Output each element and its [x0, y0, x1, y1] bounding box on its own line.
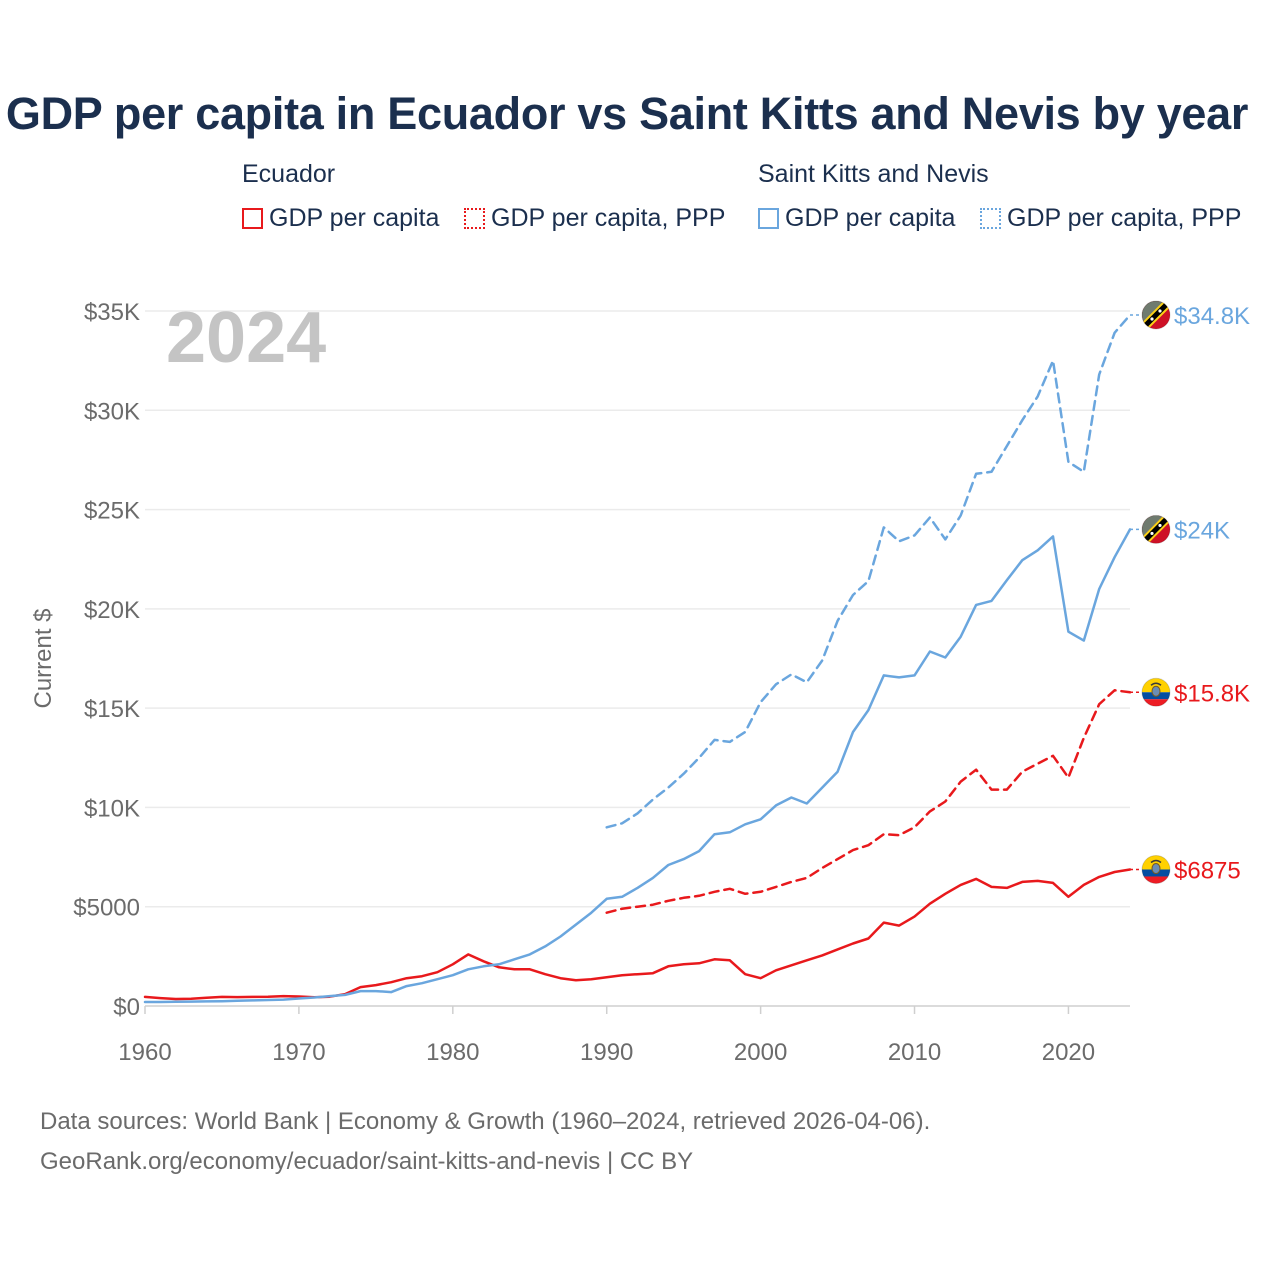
y-tick-label: $20K — [84, 597, 140, 624]
series-end-labels: $6875 $15.8K $24K $34.8K — [1130, 300, 1250, 884]
legend-swatch-dotted-icon — [464, 208, 485, 229]
y-axis-title: Current $ — [30, 608, 57, 708]
legend-label: GDP per capita — [269, 204, 440, 232]
legend-item-ecuador-gdp[interactable]: GDP per capita — [242, 204, 439, 233]
x-tick-label: 1980 — [426, 1039, 479, 1066]
legend-label: GDP per capita, PPP — [1007, 204, 1242, 232]
axes: $0 $5000 $10K $15K $20K $25K $30K $35K 1960 1970 1… — [30, 299, 1095, 1066]
x-tick-label: 1990 — [580, 1039, 633, 1066]
saint-kitts-flag-icon — [1141, 514, 1171, 544]
legend-item-ecuador-gdp-ppp[interactable]: GDP per capita, PPP — [464, 204, 725, 233]
footer-sources: Data sources: World Bank | Economy & Gro… — [40, 1108, 931, 1135]
series-line — [605, 313, 1132, 829]
x-tick-label: 2020 — [1042, 1039, 1095, 1066]
y-tick-label: $35K — [84, 299, 140, 326]
legend-swatch-solid-icon — [242, 208, 263, 229]
x-tick-label: 2010 — [888, 1039, 941, 1066]
series-line — [605, 689, 1132, 914]
legend-item-skn-gdp[interactable]: GDP per capita — [758, 204, 955, 233]
legend-group-title: Ecuador — [242, 160, 336, 188]
footer-attribution: GeoRank.org/economy/ecuador/saint-kitts-… — [40, 1148, 694, 1175]
legend-swatch-solid-icon — [758, 208, 779, 229]
y-tick-label: $5000 — [73, 895, 140, 922]
series-lines — [143, 313, 1132, 1004]
gridlines — [145, 310, 1130, 1007]
chart-title: GDP per capita in Ecuador vs Saint Kitts… — [5, 88, 1249, 139]
end-value-label: $34.8K — [1174, 303, 1250, 330]
y-tick-label: $0 — [113, 994, 140, 1021]
y-tick-label: $30K — [84, 398, 140, 425]
y-tick-label: $10K — [84, 795, 140, 822]
end-value-label: $15.8K — [1174, 680, 1250, 707]
saint-kitts-flag-icon — [1141, 300, 1171, 330]
series-line — [143, 528, 1132, 1004]
legend-label: GDP per capita, PPP — [491, 204, 726, 232]
year-watermark: 2024 — [166, 298, 326, 378]
legend-group-title: Saint Kitts and Nevis — [758, 160, 989, 188]
y-tick-label: $15K — [84, 696, 140, 723]
x-tick-label: 2000 — [734, 1039, 787, 1066]
end-value-label: $6875 — [1174, 857, 1241, 884]
ecuador-flag-icon — [1141, 677, 1171, 707]
legend-swatch-dotted-icon — [980, 208, 1001, 229]
legend-item-skn-gdp-ppp[interactable]: GDP per capita, PPP — [980, 204, 1241, 233]
ecuador-flag-icon — [1141, 854, 1171, 884]
legend-label: GDP per capita — [785, 204, 956, 232]
x-tick-label: 1960 — [118, 1039, 171, 1066]
x-tick-label: 1970 — [272, 1039, 325, 1066]
end-value-label: $24K — [1174, 517, 1230, 544]
y-tick-label: $25K — [84, 498, 140, 525]
